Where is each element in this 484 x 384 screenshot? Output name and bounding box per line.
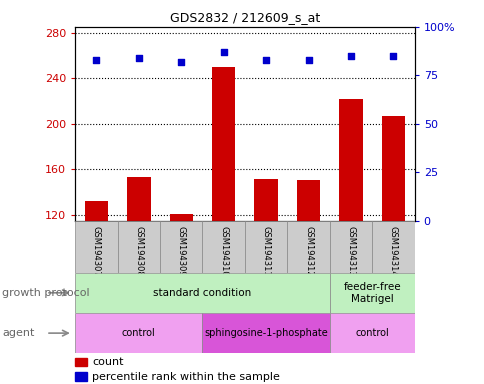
- Bar: [169, 214, 193, 221]
- Text: growth protocol: growth protocol: [2, 288, 90, 298]
- Bar: [75, 221, 117, 273]
- Text: GSM194314: GSM194314: [388, 226, 397, 276]
- Text: percentile rank within the sample: percentile rank within the sample: [92, 372, 279, 382]
- Text: GSM194310: GSM194310: [219, 226, 228, 276]
- Text: control: control: [355, 328, 388, 338]
- Point: [304, 57, 312, 63]
- Text: control: control: [121, 328, 155, 338]
- Bar: [127, 177, 150, 221]
- Text: count: count: [92, 357, 123, 367]
- Bar: [160, 221, 202, 273]
- Bar: [381, 116, 404, 221]
- Text: GSM194308: GSM194308: [134, 226, 143, 277]
- Point: [347, 53, 354, 59]
- Bar: [296, 180, 319, 221]
- Text: sphingosine-1-phosphate: sphingosine-1-phosphate: [204, 328, 327, 338]
- Point: [262, 57, 270, 63]
- Text: GSM194313: GSM194313: [346, 226, 355, 277]
- Text: GSM194307: GSM194307: [91, 226, 101, 277]
- Bar: [75, 273, 329, 313]
- Bar: [212, 67, 235, 221]
- Bar: [202, 313, 329, 353]
- Text: agent: agent: [2, 328, 35, 338]
- Text: GSM194309: GSM194309: [176, 226, 185, 276]
- Bar: [254, 179, 277, 221]
- Bar: [339, 99, 362, 221]
- Text: standard condition: standard condition: [153, 288, 251, 298]
- Point: [219, 49, 227, 55]
- Point: [135, 55, 142, 61]
- Text: feeder-free
Matrigel: feeder-free Matrigel: [343, 282, 400, 304]
- Point: [177, 59, 185, 65]
- Bar: [75, 358, 87, 366]
- Bar: [329, 221, 372, 273]
- Bar: [287, 221, 329, 273]
- Text: GSM194311: GSM194311: [261, 226, 270, 276]
- Title: GDS2832 / 212609_s_at: GDS2832 / 212609_s_at: [169, 11, 319, 24]
- Bar: [75, 313, 202, 353]
- Bar: [75, 372, 87, 381]
- Bar: [117, 221, 160, 273]
- Bar: [244, 221, 287, 273]
- Point: [92, 57, 100, 63]
- Bar: [372, 221, 414, 273]
- Bar: [329, 313, 414, 353]
- Bar: [329, 273, 414, 313]
- Text: GSM194312: GSM194312: [303, 226, 313, 276]
- Bar: [202, 221, 244, 273]
- Bar: [85, 202, 108, 221]
- Point: [389, 53, 396, 59]
